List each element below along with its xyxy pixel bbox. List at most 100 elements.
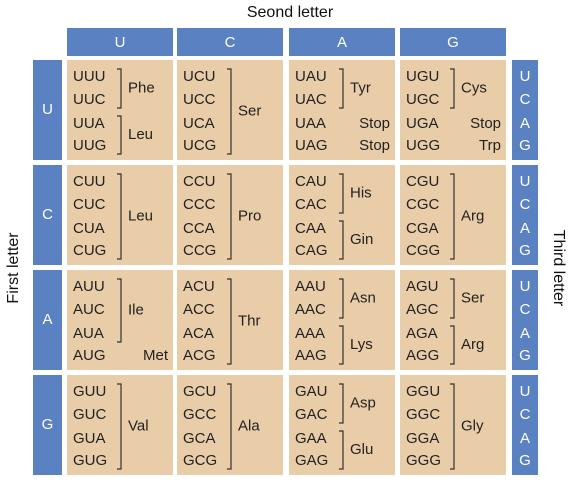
- amino-acid: Lys: [350, 336, 373, 353]
- third-letter: C: [520, 406, 531, 423]
- amino-acid: Arg: [461, 207, 484, 224]
- third-letter: G: [519, 242, 531, 259]
- amino-acid: Tyr: [350, 79, 371, 96]
- codon-cell: [177, 375, 283, 475]
- bracket: [450, 325, 455, 365]
- bracket: [227, 383, 232, 470]
- third-letter-cell: [512, 270, 538, 370]
- bracket: [227, 68, 232, 155]
- third-letter: U: [520, 68, 531, 85]
- third-letter: C: [520, 301, 531, 318]
- codon-cell: [400, 60, 506, 160]
- codon-cell: [289, 375, 395, 475]
- codon: AAA: [295, 325, 325, 342]
- third-letter: A: [520, 115, 530, 132]
- third-letter: G: [519, 452, 531, 469]
- third-letter: A: [520, 220, 530, 237]
- codon: CAG: [295, 242, 328, 259]
- codon: AGU: [406, 278, 439, 295]
- amino-acid: Asp: [350, 394, 376, 411]
- second-letter: G: [447, 34, 459, 51]
- codon: UAA: [295, 115, 326, 132]
- codon: GUA: [73, 430, 106, 447]
- bracket: [339, 220, 344, 260]
- first-letter-cell: [33, 375, 62, 475]
- codon-cell: [289, 60, 395, 160]
- codon: UCA: [183, 115, 215, 132]
- codon: AAC: [295, 301, 326, 318]
- first-letter-cell: [33, 270, 62, 370]
- amino-acid: Stop: [359, 137, 390, 154]
- amino-acid: Thr: [238, 312, 261, 329]
- codon-cell: [400, 270, 506, 370]
- bracket: [339, 383, 344, 424]
- codon: GAC: [295, 406, 328, 423]
- amino-acid: Ser: [461, 289, 484, 306]
- amino-acid: Leu: [128, 207, 153, 224]
- codon: GUG: [73, 452, 107, 469]
- codon: UCG: [183, 137, 216, 154]
- second-letter-cell: [289, 28, 395, 56]
- amino-acid: Arg: [461, 336, 484, 353]
- codon: GAA: [295, 430, 327, 447]
- codon-cell: [177, 60, 283, 160]
- bracket: [450, 278, 455, 319]
- bracket: [117, 278, 122, 343]
- amino-acid: Trp: [479, 137, 501, 154]
- codon: CUU: [73, 173, 106, 190]
- third-letter-label: Third letter: [550, 230, 567, 307]
- codon: AUC: [73, 301, 105, 318]
- amino-acid: Ala: [238, 417, 260, 434]
- codon: GCA: [183, 430, 216, 447]
- codon: GGC: [406, 406, 440, 423]
- bracket: [450, 68, 455, 109]
- bracket: [450, 173, 455, 260]
- amino-acid: His: [350, 184, 372, 201]
- bracket: [339, 173, 344, 214]
- bracket: [117, 68, 122, 109]
- codon: UAG: [295, 137, 328, 154]
- codon: UCU: [183, 68, 216, 85]
- codon-cell: [177, 270, 283, 370]
- first-letter-cell: [33, 60, 62, 160]
- codon: CUC: [73, 196, 106, 213]
- codon: AUG: [73, 347, 106, 364]
- first-letter: A: [42, 311, 52, 328]
- third-letter: G: [519, 137, 531, 154]
- bracket: [450, 383, 455, 470]
- codon-cell: [67, 270, 173, 370]
- first-letter-cell: [33, 165, 62, 265]
- first-letter: G: [42, 416, 54, 433]
- third-letter: U: [520, 383, 531, 400]
- codon: UUC: [73, 91, 106, 108]
- codon: UAC: [295, 91, 327, 108]
- codon: UGA: [406, 115, 439, 132]
- codon: CAC: [295, 196, 327, 213]
- codon: AAU: [295, 278, 326, 295]
- codon: ACA: [183, 325, 214, 342]
- second-letter-label: Seond letter: [247, 4, 334, 21]
- second-letter-cell: [177, 28, 283, 56]
- first-letter: C: [42, 206, 53, 223]
- codon-cell: [67, 60, 173, 160]
- codon: CUG: [73, 242, 106, 259]
- codon: AUU: [73, 278, 105, 295]
- third-letter: C: [520, 91, 531, 108]
- amino-acid: Ser: [238, 102, 261, 119]
- amino-acid: Asn: [350, 289, 376, 306]
- third-letter: C: [520, 196, 531, 213]
- codon-cell: [400, 165, 506, 265]
- codon: CGU: [406, 173, 439, 190]
- codon: UGG: [406, 137, 440, 154]
- codon: AGC: [406, 301, 439, 318]
- third-letter: U: [520, 173, 531, 190]
- first-letter: U: [42, 101, 53, 118]
- codon: UAU: [295, 68, 327, 85]
- codon-cell: [177, 165, 283, 265]
- codon: GCG: [183, 452, 217, 469]
- bracket: [339, 278, 344, 319]
- codon-cell: [400, 375, 506, 475]
- bracket: [117, 383, 122, 470]
- amino-acid: Gin: [350, 231, 373, 248]
- codon: GGG: [406, 452, 441, 469]
